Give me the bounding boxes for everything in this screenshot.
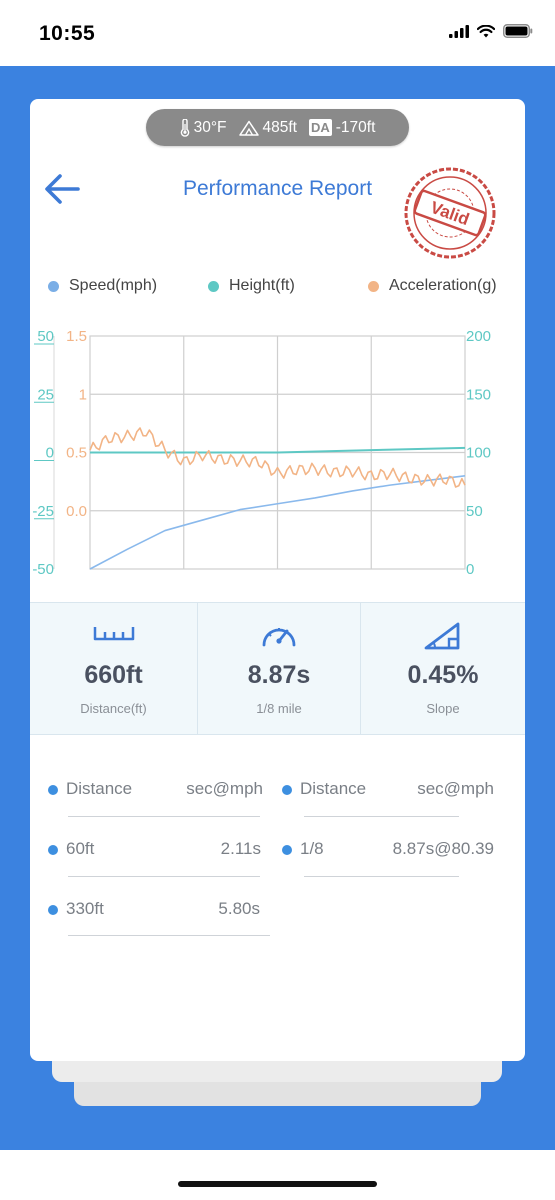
status-icons [449,24,533,38]
split-time: 8.87s@80.39 [392,839,494,858]
split-header-distance: Distance [300,779,367,798]
stat-distance: 660ft Distance(ft) [30,603,198,734]
split-header-time: sec@mph [417,779,494,798]
split-divider [304,816,459,817]
split-header-left: Distance sec@mph [48,779,263,809]
battery-icon [503,24,533,38]
split-dot [48,785,58,795]
split-distance: 1/8 [300,839,324,858]
temperature-item: 30°F [180,118,227,137]
stat-time: 8.87s 1/8 mile [198,603,361,734]
split-row-60ft: 60ft 2.11s [48,839,261,869]
split-header-right: Distance sec@mph [282,779,494,809]
accel-axis-tick-label: 1.5 [66,328,87,345]
legend-height-dot [208,280,219,292]
series-line-acceleration [89,427,466,488]
series-line-height [90,446,466,454]
temperature-value: 30°F [193,118,227,136]
split-dot [48,905,58,915]
legend-speed-label: Speed(mph) [69,277,158,294]
right-axis-tick-label: 50 [466,503,483,520]
da-badge: DA [308,119,332,136]
accel-axis-tick-label: 0.0 [66,503,87,520]
valid-stamp-icon: Valid [404,167,496,259]
series-line-speed [89,475,466,570]
legend-speed[interactable]: Speed(mph) [48,277,157,295]
split-divider [68,816,260,817]
density-altitude-value: -170ft [335,118,376,136]
split-divider [68,876,260,877]
right-axis-tick-label: 0 [466,561,474,574]
split-header-distance: Distance [66,779,133,798]
back-button[interactable] [42,171,82,207]
split-time: 2.11s [220,839,261,858]
legend-acceleration-label: Acceleration(g) [389,277,497,294]
home-indicator [178,1181,377,1187]
split-distance: 60ft [66,839,95,858]
right-axis-tick-label: 150 [466,386,491,403]
left-axis-tick-label: -50 [32,561,54,574]
split-time: 5.80s [218,899,260,918]
cellular-signal-icon [449,24,469,38]
page-title: Performance Report [182,177,373,200]
summary-stats: 660ft Distance(ft) 8.87s 1/8 mile 0.45% … [30,602,525,735]
left-axis-tick-label: 50 [37,328,54,345]
split-dot [282,845,292,855]
legend-height[interactable]: Height(ft) [208,277,295,295]
wifi-icon [477,24,495,37]
status-time: 10:55 [39,22,96,45]
mountain-icon [238,120,259,136]
stat-distance-label: Distance(ft) [80,701,147,716]
legend-acceleration-dot [368,280,379,292]
thermometer-icon [180,118,189,137]
stat-time-label: 1/8 mile [256,701,302,716]
split-dot [48,845,58,855]
left-axis-tick-label: 0 [46,445,54,462]
right-axis-tick-label: 100 [466,445,491,462]
conditions-pill: 30°F 485ft DA -170ft [146,109,409,146]
status-bar: 10:55 [0,0,555,66]
split-header-time: sec@mph [186,779,263,798]
performance-report-card: 30°F 485ft DA -170ft Performance Report … [30,99,525,1061]
split-distance: 330ft [66,899,104,918]
right-axis-tick-label: 200 [466,328,491,345]
legend-height-label: Height(ft) [229,277,295,294]
left-axis-tick-label: 25 [37,386,54,403]
elevation-item: 485ft [238,118,297,137]
slope-icon [424,622,460,650]
stat-time-value: 8.87s [247,661,311,689]
legend-speed-dot [48,280,59,292]
stat-distance-value: 660ft [84,661,143,689]
left-axis-tick-label: -25 [32,503,54,520]
chart-legend: Speed(mph) Height(ft) Acceleration(g) [30,277,525,301]
performance-chart: 50 25 0 -25 -50 1.5 1 0.5 0.0 200 150 100 50 0 [32,328,491,574]
elevation-value: 485ft [262,118,297,136]
split-dot [282,785,292,795]
split-divider [304,876,459,877]
stat-slope: 0.45% Slope [361,603,525,734]
split-divider [68,935,270,936]
split-row-eighth-mile: 1/8 8.87s@80.39 [282,839,494,869]
arrow-left-icon [45,174,80,204]
density-altitude-item: DA -170ft [308,118,376,137]
accel-axis-tick-label: 0.5 [66,445,87,462]
split-row-330ft: 330ft 5.80s [48,899,260,929]
stat-slope-label: Slope [426,701,460,716]
stat-slope-value: 0.45% [407,661,479,689]
accel-axis-tick-label: 1 [79,386,87,403]
legend-acceleration[interactable]: Acceleration(g) [368,277,497,295]
speedometer-icon [262,628,296,647]
ruler-icon [93,627,134,641]
